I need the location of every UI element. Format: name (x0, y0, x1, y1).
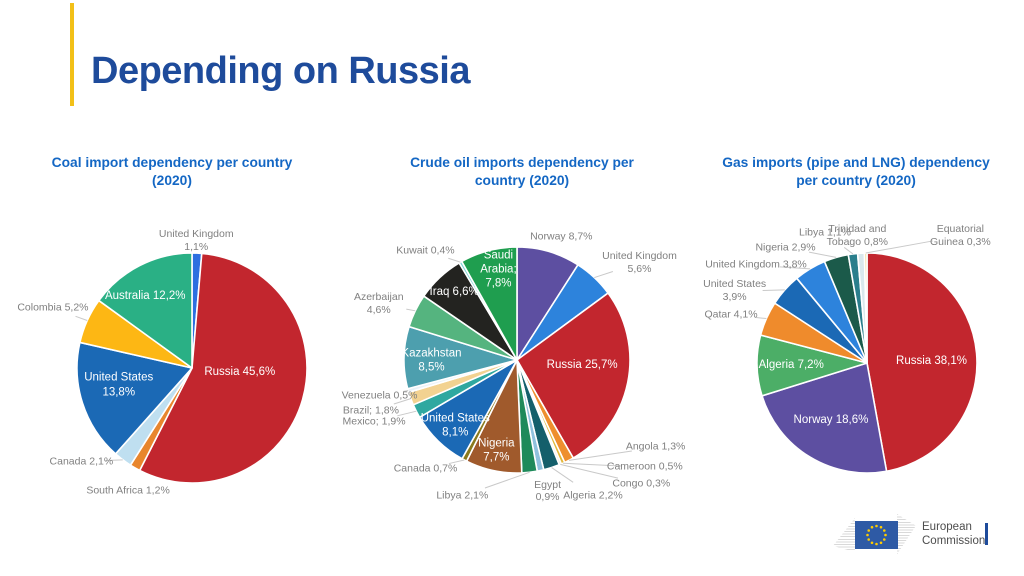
eu-flag-star (879, 525, 883, 529)
crude-oil-slice-saudi-arabia (460, 246, 518, 361)
eu-flag-star (884, 533, 887, 537)
leader-line-canada (105, 459, 123, 462)
eu-flag-star (875, 542, 878, 546)
leader-line-mexico (397, 410, 417, 417)
gas-slice-russia (866, 252, 978, 473)
coal-slice-russia (138, 252, 308, 484)
gas-pie-area: Russia 38,1% Norway 18,6% Algeria 7,2% Qata… (697, 213, 1024, 513)
leader-line-congo (560, 463, 619, 479)
eu-flag-star (882, 529, 886, 532)
coal-pie-area: United Kingdom 1,1% Russia 45,6% South Afr… (17, 218, 357, 518)
eu-flag-star (882, 538, 886, 541)
eu-flag-star (866, 533, 869, 537)
gas-leader-lines (754, 240, 933, 320)
page-title: Depending on Russia (91, 50, 470, 92)
leader-line-azerbaijan (406, 308, 416, 312)
coal-slice-united-states (76, 341, 193, 455)
coal-chart-title: Coal import dependency per country (2020… (51, 155, 293, 188)
leader-line-qatar (754, 316, 767, 320)
gas-chart-title: Gas imports (pipe and LNG) dependency pe… (722, 155, 990, 188)
leader-line-colombia (75, 315, 88, 321)
leader-line-canada (448, 459, 465, 465)
leader-line-cameroon (562, 462, 621, 467)
crude-oil-slice-russia (516, 292, 631, 459)
logo-line2: Commission (922, 534, 986, 547)
gas-pie-svg (754, 240, 978, 474)
leader-line-brazil (393, 398, 411, 405)
european-commission-wordmark: European Commission (922, 521, 985, 548)
gas-slice-norway (761, 362, 888, 474)
leader-line-kuwait (448, 257, 461, 263)
leader-line-algeria (551, 467, 574, 483)
crude-oil-pie-area: Norway 8,7% United Kingdom 5,6% Russia 25,… (342, 210, 686, 515)
logo-fan-right-decoration (897, 514, 916, 555)
european-commission-logo: European Commission (833, 512, 1018, 562)
eu-flag-star (875, 524, 878, 528)
logo-blue-bar (985, 523, 988, 545)
crude-oil-chart-title: Crude oil imports dependency per country… (410, 155, 634, 188)
crude-oil-leader-lines (393, 257, 632, 489)
leader-line-united-kingdom (594, 271, 614, 279)
eu-flag-star (867, 529, 871, 532)
leader-line-venezuela (403, 390, 409, 392)
eu-flag-star (870, 541, 874, 545)
eu-flag-star (879, 541, 883, 545)
leader-line-angola (568, 450, 632, 461)
leader-line-united-kingdom (779, 266, 811, 270)
leader-line-united-states (762, 289, 785, 291)
logo-fan-left-decoration (833, 518, 855, 552)
crude-oil-pie-svg (393, 246, 632, 489)
leader-line-equatorial-guinea (865, 240, 933, 254)
coal-slice-australia (98, 252, 193, 369)
leader-line-libya (843, 247, 854, 255)
eu-flag-star (867, 538, 871, 541)
coal-pie-svg (75, 252, 308, 484)
leader-line-nigeria (808, 251, 837, 258)
logo-line1: European (922, 521, 972, 533)
accent-bar (70, 3, 74, 106)
leader-line-libya (484, 471, 530, 489)
coal-leader-lines (75, 315, 123, 462)
eu-flag-icon (855, 521, 898, 549)
eu-flag-star (870, 525, 874, 529)
